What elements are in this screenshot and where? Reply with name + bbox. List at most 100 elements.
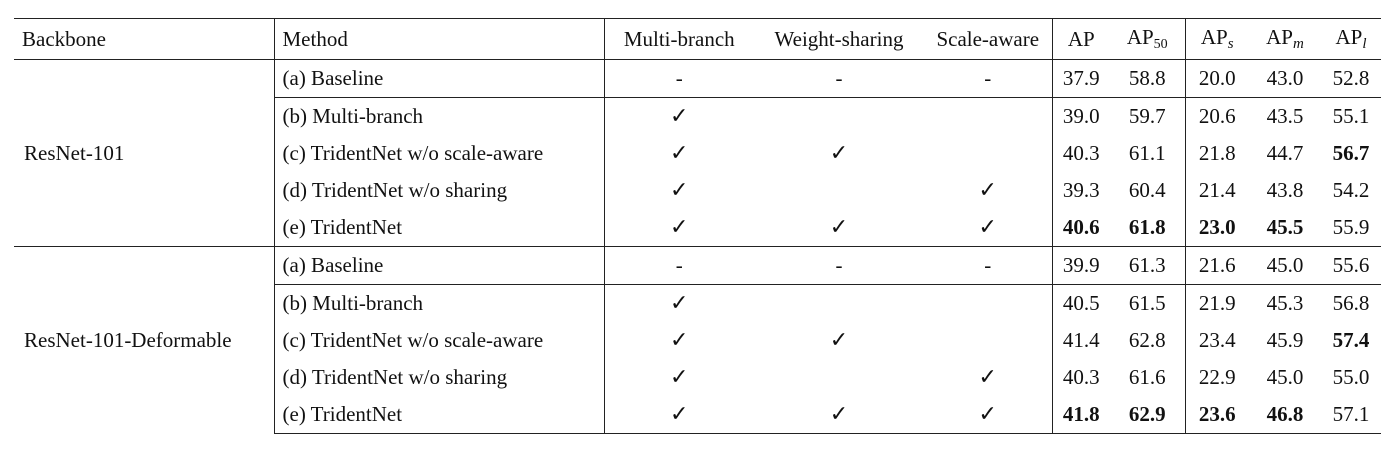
cell-multi-branch: ✓ bbox=[670, 328, 689, 353]
cell-ap50: 61.6 bbox=[1110, 359, 1186, 396]
ablation-results-table: Backbone Method Multi-branch Weight-shar… bbox=[14, 18, 1381, 434]
cell-aps: 21.8 bbox=[1198, 141, 1236, 165]
header-multi-branch: Multi-branch bbox=[623, 26, 735, 51]
cell-apl: 56.8 bbox=[1321, 284, 1381, 322]
cell-method: (c) TridentNet w/o scale-aware bbox=[274, 322, 605, 359]
header-scale-aware: Scale-aware bbox=[924, 18, 1053, 60]
cell-scale-aware: ✓ bbox=[924, 396, 1053, 434]
cell-apm: 45.0 bbox=[1249, 246, 1321, 285]
cell-ap: 40.3 bbox=[1062, 365, 1100, 389]
cell-apm: 44.7 bbox=[1266, 141, 1304, 165]
header-ap50-sub: 50 bbox=[1153, 37, 1168, 52]
cell-ap50: 62.8 bbox=[1110, 322, 1186, 359]
cell-ap: 40.3 bbox=[1062, 141, 1100, 165]
cell-aps: 23.4 bbox=[1198, 328, 1236, 352]
cell-apl: 57.4 bbox=[1332, 328, 1370, 352]
cell-aps: 22.9 bbox=[1198, 365, 1236, 389]
cell-aps: 21.6 bbox=[1185, 246, 1249, 285]
cell-ap50: 62.9 bbox=[1110, 396, 1186, 434]
header-ap50: AP50 bbox=[1110, 18, 1186, 60]
cell-weight-sharing: ✓ bbox=[754, 396, 924, 434]
cell-apm: 43.8 bbox=[1266, 178, 1304, 202]
cell-ap: 39.3 bbox=[1062, 178, 1100, 202]
cell-aps: 23.6 bbox=[1185, 396, 1249, 434]
cell-ap50: 61.5 bbox=[1110, 284, 1186, 322]
cell-ap: 39.9 bbox=[1052, 246, 1110, 285]
cell-scale-aware bbox=[924, 284, 1053, 322]
cell-method: (a) Baseline bbox=[274, 246, 605, 285]
header-weight-sharing: Weight-sharing bbox=[774, 26, 904, 51]
cell-ap: 40.6 bbox=[1052, 209, 1110, 247]
cell-ap: 39.0 bbox=[1052, 97, 1110, 135]
table-row: (b) Multi-branch ✓ 40.5 61.5 21.9 45.3 56.8 bbox=[14, 284, 1381, 322]
cell-method: (a) Baseline bbox=[274, 59, 605, 98]
cell-apl: 55.6 bbox=[1321, 246, 1381, 285]
table-row: (d) TridentNet w/o sharing ✓ ✓ 40.3 61.6 22.9… bbox=[14, 359, 1381, 396]
header-apm-base: AP bbox=[1266, 25, 1293, 49]
cell-apm: 45.9 bbox=[1266, 328, 1304, 352]
cell-ap: 41.4 bbox=[1062, 328, 1100, 352]
cell-apl: 54.2 bbox=[1332, 178, 1370, 202]
header-backbone: Backbone bbox=[14, 18, 275, 60]
cell-weight-sharing: ✓ bbox=[829, 328, 849, 353]
cell-multi-branch: ✓ bbox=[670, 141, 689, 166]
results-table-container: Backbone Method Multi-branch Weight-shar… bbox=[14, 18, 1381, 434]
cell-multi-branch: ✓ bbox=[604, 284, 754, 322]
cell-ap50: 61.8 bbox=[1110, 209, 1186, 247]
cell-weight-sharing: ✓ bbox=[754, 209, 924, 247]
cell-aps: 20.0 bbox=[1185, 59, 1249, 98]
table-row: (c) TridentNet w/o scale-aware ✓ ✓ 40.3 61.1… bbox=[14, 135, 1381, 172]
cell-apm: 46.8 bbox=[1249, 396, 1321, 434]
cell-multi-branch: ✓ bbox=[604, 209, 754, 247]
cell-ap50: 58.8 bbox=[1110, 59, 1186, 98]
cell-aps: 21.4 bbox=[1198, 178, 1236, 202]
cell-apm: 45.5 bbox=[1249, 209, 1321, 247]
cell-scale-aware: ✓ bbox=[924, 209, 1053, 247]
header-apl-base: AP bbox=[1335, 25, 1363, 49]
cell-aps: 21.9 bbox=[1185, 284, 1249, 322]
table-row: (b) Multi-branch ✓ 39.0 59.7 20.6 43.5 55.1 bbox=[14, 97, 1381, 135]
cell-apm: 43.5 bbox=[1249, 97, 1321, 135]
cell-apl: 55.1 bbox=[1321, 97, 1381, 135]
header-apm: APm bbox=[1249, 19, 1321, 60]
cell-weight-sharing bbox=[754, 172, 924, 209]
cell-aps: 20.6 bbox=[1185, 97, 1249, 135]
cell-method: (e) TridentNet bbox=[274, 209, 605, 247]
cell-scale-aware bbox=[924, 97, 1053, 135]
cell-backbone: ResNet-101-Deformable bbox=[14, 246, 275, 434]
header-aps-base: AP bbox=[1200, 25, 1228, 49]
cell-scale-aware bbox=[924, 322, 1053, 359]
cell-scale-aware: ✓ bbox=[924, 172, 1053, 209]
cell-apm: 43.0 bbox=[1249, 59, 1321, 98]
table-row: (c) TridentNet w/o scale-aware ✓ ✓ 41.4 62.8… bbox=[14, 322, 1381, 359]
cell-method: (b) Multi-branch bbox=[274, 284, 605, 322]
cell-apm: 45.0 bbox=[1266, 365, 1304, 389]
cell-weight-sharing bbox=[754, 359, 924, 396]
cell-ap50: 61.1 bbox=[1110, 135, 1186, 172]
cell-aps: 23.0 bbox=[1185, 209, 1249, 247]
cell-multi-branch: ✓ bbox=[604, 396, 754, 434]
cell-ap: 40.5 bbox=[1052, 284, 1110, 322]
cell-method: (c) TridentNet w/o scale-aware bbox=[274, 135, 605, 172]
cell-ap: 41.8 bbox=[1052, 396, 1110, 434]
header-apl: APl bbox=[1321, 19, 1381, 60]
table-row: ResNet-101 (a) Baseline - - -37.9 58.8 20.0 43.… bbox=[14, 59, 1381, 247]
cell-weight-sharing bbox=[754, 97, 924, 135]
cell-ap50: 60.4 bbox=[1110, 172, 1186, 209]
header-apl-sub: l bbox=[1362, 36, 1367, 52]
cell-apl: 55.9 bbox=[1321, 209, 1381, 247]
cell-scale-aware: - bbox=[924, 59, 1053, 98]
header-ap50-base: AP bbox=[1126, 25, 1154, 49]
cell-ap50: 61.3 bbox=[1110, 246, 1186, 285]
cell-apm: 45.3 bbox=[1249, 284, 1321, 322]
cell-method: (b) Multi-branch bbox=[274, 97, 605, 135]
cell-apl: 57.1 bbox=[1321, 396, 1381, 434]
header-row: Backbone Method Multi-branch Weight-shar… bbox=[14, 18, 1381, 60]
cell-weight-sharing: - bbox=[754, 246, 924, 285]
header-aps: APs bbox=[1185, 19, 1249, 60]
table-group-resnet-101-deformable: ResNet-101-Deformable (a) Baseline - - -39.9… bbox=[14, 246, 1381, 434]
cell-multi-branch: - bbox=[604, 59, 754, 98]
cell-apl: 52.8 bbox=[1321, 59, 1381, 98]
cell-ap: 37.9 bbox=[1052, 59, 1110, 98]
header-apm-sub: m bbox=[1293, 36, 1304, 52]
